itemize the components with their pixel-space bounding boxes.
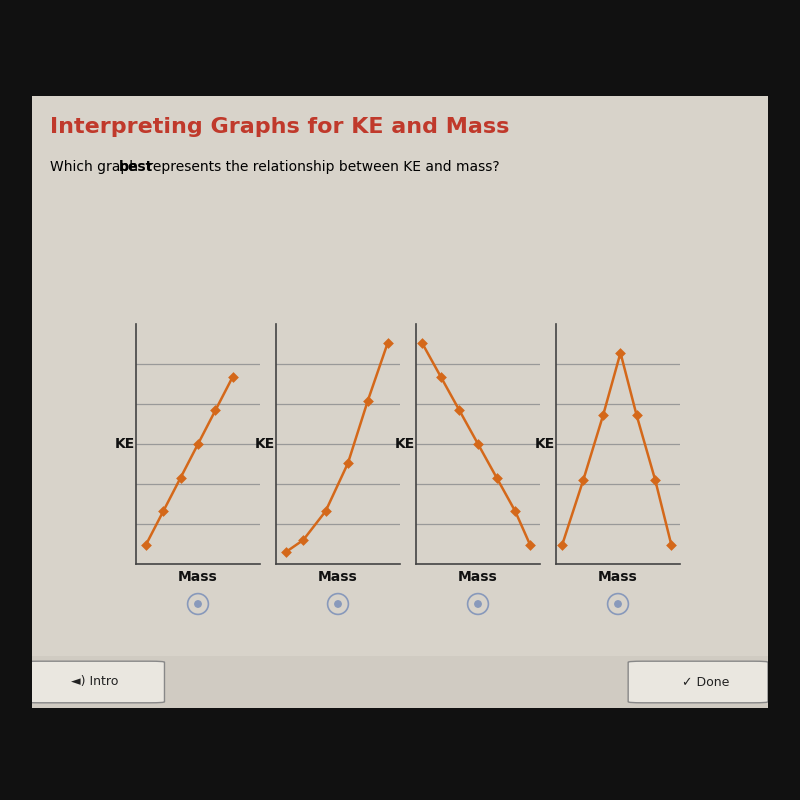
Point <box>509 505 522 518</box>
Point <box>297 534 310 546</box>
Point <box>490 471 503 484</box>
Point <box>665 538 678 551</box>
Point <box>226 370 239 383</box>
Point <box>577 474 590 486</box>
Text: Interpreting Graphs for KE and Mass: Interpreting Graphs for KE and Mass <box>50 118 510 138</box>
Point <box>382 337 394 350</box>
Point <box>139 538 152 551</box>
Point <box>453 404 466 417</box>
Point <box>614 346 627 359</box>
Y-axis label: KE: KE <box>394 437 415 451</box>
Point <box>279 546 292 558</box>
Y-axis label: KE: KE <box>254 437 275 451</box>
Text: ◄) Intro: ◄) Intro <box>71 675 118 689</box>
Point <box>524 538 537 551</box>
FancyBboxPatch shape <box>628 661 768 702</box>
Point <box>174 471 187 484</box>
Point <box>209 404 222 417</box>
Point <box>157 505 170 518</box>
Point <box>649 474 662 486</box>
Point <box>434 370 447 383</box>
Point <box>192 438 205 450</box>
Point <box>630 409 643 422</box>
Point <box>416 337 429 350</box>
X-axis label: Mass: Mass <box>318 570 358 583</box>
FancyBboxPatch shape <box>25 661 165 702</box>
X-axis label: Mass: Mass <box>178 570 218 583</box>
Y-axis label: KE: KE <box>534 437 555 451</box>
Y-axis label: KE: KE <box>114 437 135 451</box>
Point <box>597 409 610 422</box>
Point <box>362 394 374 407</box>
X-axis label: Mass: Mass <box>458 570 498 583</box>
Text: best: best <box>119 160 153 174</box>
Text: Which graph: Which graph <box>50 160 142 174</box>
Text: represents the relationship between KE and mass?: represents the relationship between KE a… <box>143 160 500 174</box>
Point <box>556 538 569 551</box>
Text: ✓ Done: ✓ Done <box>682 675 729 689</box>
Point <box>342 457 354 470</box>
Point <box>472 438 485 450</box>
Point <box>319 505 332 518</box>
X-axis label: Mass: Mass <box>598 570 638 583</box>
